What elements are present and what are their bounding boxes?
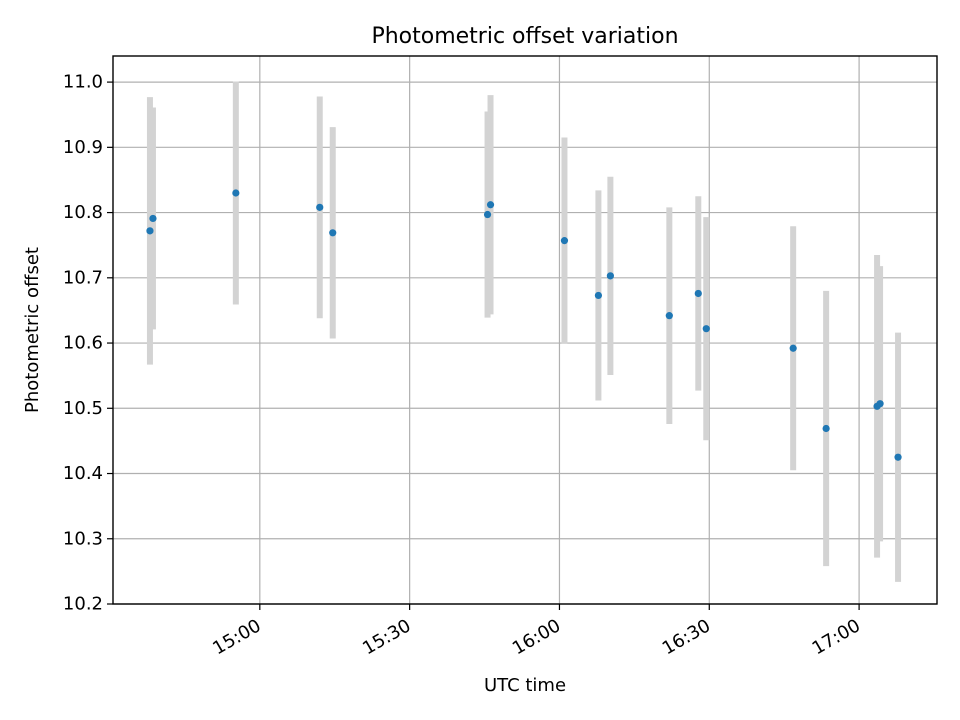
data-points xyxy=(146,189,902,461)
data-point xyxy=(606,272,614,280)
y-axis-title: Photometric offset xyxy=(22,247,43,413)
y-tick-label: 11.0 xyxy=(63,72,103,93)
data-point xyxy=(149,214,157,223)
data-point xyxy=(316,203,324,211)
data-point xyxy=(560,237,569,245)
y-tick-label: 10.8 xyxy=(63,202,103,223)
y-tick-label: 10.3 xyxy=(63,528,103,549)
plot-frame xyxy=(112,55,938,605)
y-tick-label: 10.9 xyxy=(63,137,103,158)
chart-title: Photometric offset variation xyxy=(371,24,678,49)
y-tick-label: 10.6 xyxy=(63,333,103,354)
data-point xyxy=(876,400,884,408)
data-point xyxy=(486,201,495,209)
y-tick-label: 10.2 xyxy=(63,594,103,615)
data-point xyxy=(146,227,154,235)
data-point xyxy=(894,453,902,461)
ticks xyxy=(107,81,860,610)
data-point xyxy=(329,229,337,237)
y-tick-labels: 10.2 10.3 10.4 10.5 10.6 10.7 10.8 10.9 11.0 xyxy=(63,72,103,615)
data-point xyxy=(694,289,702,298)
data-point xyxy=(789,344,797,352)
data-point xyxy=(665,312,673,320)
data-point xyxy=(594,291,603,300)
y-tick-label: 10.4 xyxy=(63,463,103,484)
data-point xyxy=(483,210,492,219)
data-point xyxy=(822,424,830,433)
y-tick-label: 10.7 xyxy=(63,267,103,288)
y-tick-label: 10.5 xyxy=(63,398,103,419)
x-axis-title: UTC time xyxy=(484,675,566,696)
data-point xyxy=(232,189,240,197)
data-point xyxy=(702,325,710,333)
